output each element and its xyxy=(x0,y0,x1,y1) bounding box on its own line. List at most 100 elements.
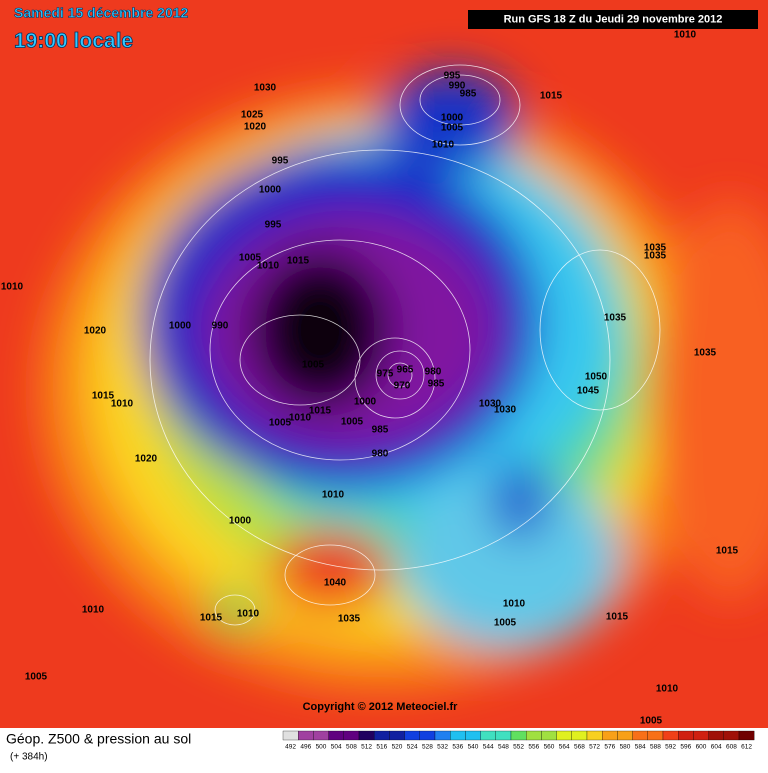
isobar-label: 1000 xyxy=(169,321,192,332)
legend-swatch xyxy=(541,730,557,741)
isobar-label: 1035 xyxy=(644,251,667,262)
legend-value: 540 xyxy=(468,744,479,751)
isobar-label: 1005 xyxy=(341,417,364,428)
legend-value: 508 xyxy=(346,744,357,751)
isobar-label: 1005 xyxy=(494,618,517,629)
isobar-label: 1015 xyxy=(716,546,739,557)
isobar-label: 1010 xyxy=(432,140,455,151)
isobar-label: 1020 xyxy=(84,326,107,337)
isobar-label: 995 xyxy=(272,156,289,167)
isobar-label: 1040 xyxy=(324,578,347,589)
isobar-label: 1020 xyxy=(244,122,267,133)
legend-value: 576 xyxy=(604,744,615,751)
legend-value: 544 xyxy=(483,744,494,751)
legend-value: 560 xyxy=(544,744,555,751)
footer-subtitle: (+ 384h) xyxy=(10,752,48,763)
legend-swatch xyxy=(434,730,451,741)
legend-value: 532 xyxy=(437,744,448,751)
isobar-label: 1025 xyxy=(241,110,264,121)
legend-value: 580 xyxy=(620,744,631,751)
isobar-label: 1010 xyxy=(257,261,280,272)
isobar-label: 1035 xyxy=(644,243,667,254)
isobar-label: 1035 xyxy=(604,313,627,324)
isobar-label: 1010 xyxy=(656,684,679,695)
legend-swatch xyxy=(602,730,618,741)
isobar-label: 1030 xyxy=(494,405,517,416)
isobar-label: 980 xyxy=(372,449,389,460)
legend-swatch xyxy=(282,730,299,741)
isobar-label: 1010 xyxy=(82,605,105,616)
isobar-label: 975 xyxy=(377,369,394,380)
isobar-label: 1030 xyxy=(479,399,502,410)
legend-swatch xyxy=(389,730,405,741)
legend-value: 600 xyxy=(696,744,707,751)
legend-value: 504 xyxy=(331,744,342,751)
isobar-label: 1015 xyxy=(92,391,115,402)
isobar-label: 1015 xyxy=(606,612,629,623)
isobar-label: 1005 xyxy=(25,672,48,683)
run-info: Run GFS 18 Z du Jeudi 29 novembre 2012 xyxy=(504,13,723,25)
isobar-label: 985 xyxy=(372,425,389,436)
legend-value: 524 xyxy=(407,744,418,751)
legend-swatch xyxy=(450,730,466,741)
color-legend: 492 496 500 504 508 512 516 520 524 528 532 536 540 5… xyxy=(282,730,755,751)
legend-swatch xyxy=(647,730,664,741)
legend-swatch xyxy=(571,730,588,741)
isobar-label: 990 xyxy=(449,81,466,92)
isobar-label: 970 xyxy=(394,381,411,392)
run-box xyxy=(468,10,758,29)
isobar-label: 1005 xyxy=(302,360,325,371)
legend-swatch xyxy=(678,730,694,741)
legend-swatch xyxy=(465,730,481,741)
footer-title: Géop. Z500 & pression au sol xyxy=(6,731,191,747)
legend-value: 588 xyxy=(650,744,661,751)
isobar-label: 1035 xyxy=(694,348,717,359)
isobars xyxy=(149,64,661,626)
isobar-label: 985 xyxy=(428,379,445,390)
isobar-label: 1005 xyxy=(441,123,464,134)
date: Samedi 15 décembre 2012 xyxy=(14,5,189,21)
legend-swatch xyxy=(526,730,542,741)
isobar-label: 1010 xyxy=(289,413,312,424)
legend-swatch xyxy=(723,730,740,741)
isobar-label: 985 xyxy=(460,89,477,100)
local-time: 19:00 locale xyxy=(14,30,133,53)
isobar-label: 1035 xyxy=(338,614,361,625)
legend-value: 500 xyxy=(316,744,327,751)
copyright: Copyright © 2012 Meteociel.fr xyxy=(303,701,459,713)
legend-value: 492 xyxy=(285,744,296,751)
legend-value: 548 xyxy=(498,744,509,751)
legend-swatch xyxy=(617,730,633,741)
isobar-label: 1015 xyxy=(540,91,563,102)
legend-swatch xyxy=(358,730,375,741)
legend-value: 568 xyxy=(574,744,585,751)
isobar-label: 1010 xyxy=(322,490,345,501)
legend-swatch xyxy=(693,730,709,741)
isobar-label: 1015 xyxy=(287,256,310,267)
isobar-label: 1000 xyxy=(354,397,377,408)
isobar-label: 1010 xyxy=(237,609,260,620)
isobar-label: 1030 xyxy=(254,83,277,94)
isobar-label: 995 xyxy=(444,71,461,82)
isobar-label: 1050 xyxy=(585,372,608,383)
legend-value: 516 xyxy=(376,744,387,751)
legend-value: 596 xyxy=(680,744,691,751)
isobar-label: 1020 xyxy=(135,454,158,465)
legend-value: 612 xyxy=(741,744,752,751)
legend-swatch xyxy=(298,730,314,741)
legend-swatch xyxy=(510,730,527,741)
legend-swatch xyxy=(632,730,648,741)
legend-value: 592 xyxy=(665,744,676,751)
isobar-label: 1000 xyxy=(229,516,252,527)
isobar-label: 1010 xyxy=(1,282,24,293)
legend-swatch xyxy=(495,730,512,741)
isobar-label: 1005 xyxy=(239,253,262,264)
legend-value: 564 xyxy=(559,744,570,751)
legend-value: 536 xyxy=(452,744,463,751)
legend-swatch xyxy=(556,730,572,741)
legend-value: 520 xyxy=(392,744,403,751)
isobar-label: 1015 xyxy=(200,613,223,624)
legend-swatch xyxy=(374,730,390,741)
